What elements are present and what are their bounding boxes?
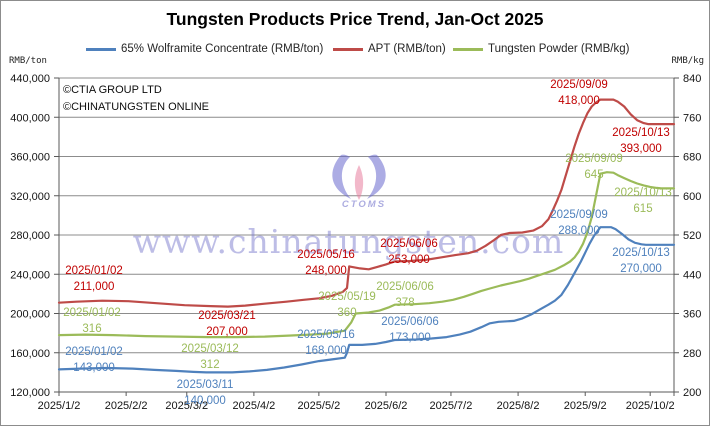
ctoms-logo-icon — [332, 154, 386, 200]
y-axis-tick-label: 120,000 — [10, 387, 50, 399]
y-axis-tick-label: 320,000 — [10, 191, 50, 203]
right-axis-tick-label: 360 — [683, 309, 701, 321]
y-axis-tick-label: 240,000 — [10, 269, 50, 281]
x-axis-tick-label: 2025/5/2 — [297, 400, 340, 412]
x-axis-tick-label: 2025/6/2 — [365, 400, 408, 412]
y-axis-tick-label: 280,000 — [10, 230, 50, 242]
right-axis-tick-label: 200 — [683, 387, 701, 399]
y-axis-tick-label: 360,000 — [10, 152, 50, 164]
x-axis-tick-label: 2025/1/2 — [38, 400, 81, 412]
legend-item-apt: APT (RMB/ton) — [333, 42, 446, 56]
right-axis-tick-label: 280 — [683, 348, 701, 360]
x-axis-tick-label: 2025/8/2 — [497, 400, 540, 412]
legend-swatch-apt — [333, 47, 363, 51]
right-axis-tick-label: 840 — [683, 73, 701, 85]
legend-label-powder: Tungsten Powder (RMB/kg) — [488, 43, 630, 55]
legend-label-apt: APT (RMB/ton) — [368, 43, 446, 55]
watermark-logo: CTOMS — [325, 153, 403, 213]
right-axis-tick-label: 520 — [683, 230, 701, 242]
y-axis-tick-label: 440,000 — [10, 73, 50, 85]
right-axis-tick-label: 760 — [683, 112, 701, 124]
right-axis-unit: RMB/kg — [671, 56, 704, 66]
y-axis-tick-label: 400,000 — [10, 112, 50, 124]
series-line-concentrate — [57, 226, 676, 374]
watermark-logo-text: CTOMS — [341, 199, 387, 210]
copyright-line-1: ©CTIA GROUP LTD — [63, 84, 162, 96]
copyright-block: ©CTIA GROUP LTD ©CHINATUNGSTEN ONLINE — [63, 82, 209, 116]
legend-item-concentrate: 65% Wolframite Concentrate (RMB/ton) — [86, 42, 323, 56]
series-line-apt — [57, 98, 676, 308]
legend-swatch-concentrate — [86, 47, 116, 51]
legend-label-concentrate: 65% Wolframite Concentrate (RMB/ton) — [121, 43, 324, 55]
right-axis-tick-label: 440 — [683, 269, 701, 281]
x-axis-tick-label: 2025/10/2 — [626, 400, 675, 412]
copyright-line-2: ©CHINATUNGSTEN ONLINE — [63, 101, 210, 113]
chart-title: Tungsten Products Price Trend, Jan-Oct 2… — [166, 9, 544, 29]
y-axis-tick-label: 200,000 — [10, 309, 50, 321]
x-axis-tick-label: 2025/3/2 — [165, 400, 208, 412]
y-axis-tick-label: 160,000 — [10, 348, 50, 360]
x-axis-tick-label: 2025/4/2 — [232, 400, 275, 412]
x-axis-tick-label: 2025/9/2 — [564, 400, 607, 412]
series-line-powder — [57, 171, 676, 339]
legend-swatch-powder — [453, 47, 483, 51]
x-axis-tick-label: 2025/7/2 — [430, 400, 473, 412]
left-axis-unit: RMB/ton — [9, 56, 47, 66]
x-axis-tick-label: 2025/2/2 — [105, 400, 148, 412]
right-axis-tick-label: 600 — [683, 191, 701, 203]
right-axis-tick-label: 680 — [683, 152, 701, 164]
legend-item-powder: Tungsten Powder (RMB/kg) — [453, 42, 629, 56]
